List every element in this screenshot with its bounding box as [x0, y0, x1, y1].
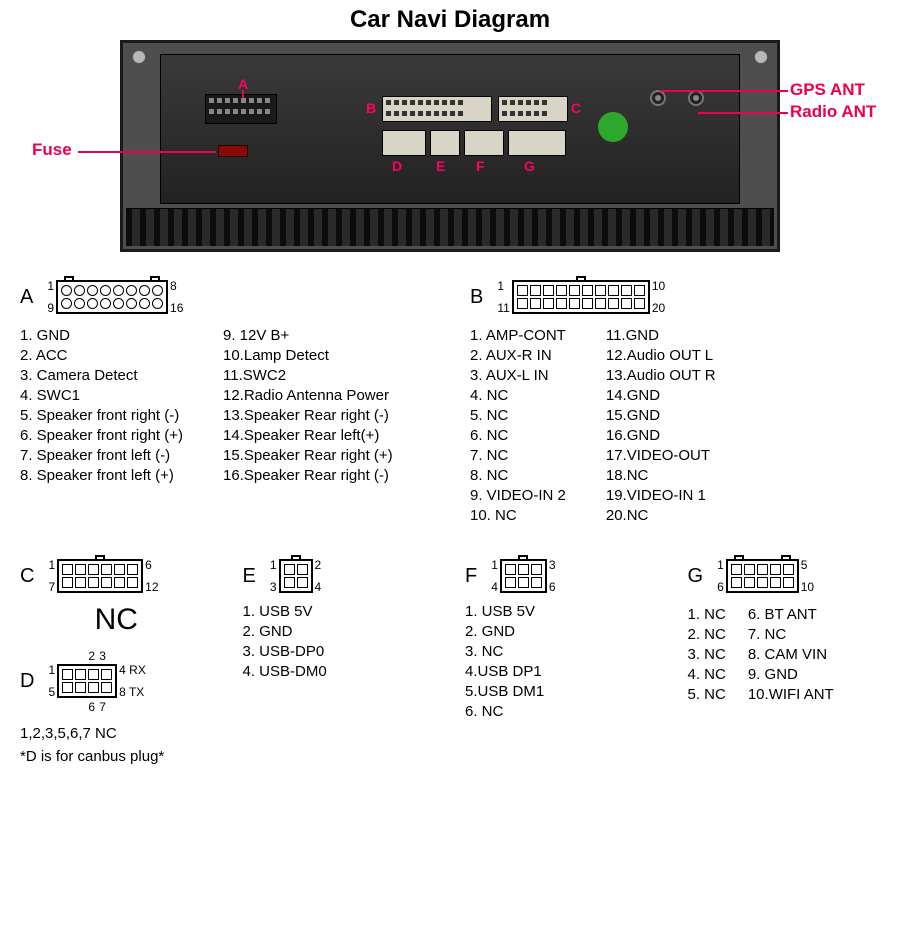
block-a: A 1 9 8 16 [20, 274, 430, 527]
f-pins: 1. USB 5V2. GND 3. NC4.USB DP1 5.USB DM1… [465, 603, 658, 720]
connector-b [382, 96, 492, 122]
callout-gps: GPS ANT [790, 80, 865, 100]
letter-e: E [436, 158, 445, 174]
block-b: B 1 11 10 20 [470, 274, 880, 527]
connector-d [382, 130, 426, 156]
e-pins: 1. USB 5V2. GND 3. USB-DP04. USB-DM0 [243, 603, 436, 680]
letter-c: C [571, 100, 581, 116]
callout-fuse: Fuse [32, 140, 72, 160]
block-e: E 13 24 1. USB 5V2. GND [243, 553, 436, 765]
connector-e [430, 130, 460, 156]
block-cd: C 17 612 NC D [20, 553, 213, 765]
pinout-section: A 1 9 8 16 [20, 274, 880, 527]
c-nc: NC [20, 603, 213, 637]
callout-radio: Radio ANT [790, 102, 876, 122]
screw [132, 50, 146, 64]
connector-g [508, 130, 566, 156]
page: Car Navi Diagram A B C D E [0, 0, 900, 785]
letter-d: D [392, 158, 402, 174]
block-g: G 16 510 1. NC2. NC [688, 553, 881, 765]
fuse-block [218, 145, 248, 157]
plug-a [56, 280, 168, 314]
line-fuse [78, 151, 216, 153]
qc-sticker [598, 112, 628, 142]
head-unit-diagram: A B C D E F G Fuse GPS ANT Radio AN [120, 40, 780, 252]
a-pins-right: 9. 12V B+10.Lamp Detect 11.SWC212.Radio … [223, 324, 393, 487]
gps-jack [650, 90, 666, 106]
connector-c [498, 96, 568, 122]
block-f: F 14 36 1. USB 5V2. GND [465, 553, 658, 765]
page-title: Car Navi Diagram [20, 6, 880, 34]
g-pins-left: 1. NC2. NC 3. NC4. NC 5. NC [688, 603, 726, 706]
connector-a [205, 94, 277, 124]
heatsink-fins [126, 208, 774, 246]
b-pins-right: 11.GND12.Audio OUT L 13.Audio OUT R14.GN… [606, 324, 716, 527]
plug-d [57, 664, 117, 698]
plug-b [512, 280, 650, 314]
screw [754, 50, 768, 64]
b-pins-left: 1. AMP-CONT2. AUX-R IN 3. AUX-L IN4. NC … [470, 324, 566, 527]
g-pins-right: 6. BT ANT7. NC 8. CAM VIN9. GND 10.WIFI … [748, 603, 834, 706]
plug-e [279, 559, 313, 593]
label-a: A [20, 286, 33, 309]
plug-f [500, 559, 547, 593]
a-pins-left: 1. GND2. ACC 3. Camera Detect4. SWC1 5. … [20, 324, 183, 487]
plug-c [57, 559, 143, 593]
row-cdefg: C 17 612 NC D [20, 553, 880, 765]
plug-g [726, 559, 799, 593]
letter-b: B [366, 100, 376, 116]
connector-f [464, 130, 504, 156]
line-radio [698, 112, 788, 114]
d-note2: *D is for canbus plug* [20, 748, 213, 765]
letter-g: G [524, 158, 535, 174]
label-b: B [470, 286, 483, 309]
letter-f: F [476, 158, 485, 174]
d-note1: 1,2,3,5,6,7 NC [20, 725, 213, 742]
pointer [242, 90, 244, 98]
line-gps [660, 90, 788, 92]
radio-jack [688, 90, 704, 106]
